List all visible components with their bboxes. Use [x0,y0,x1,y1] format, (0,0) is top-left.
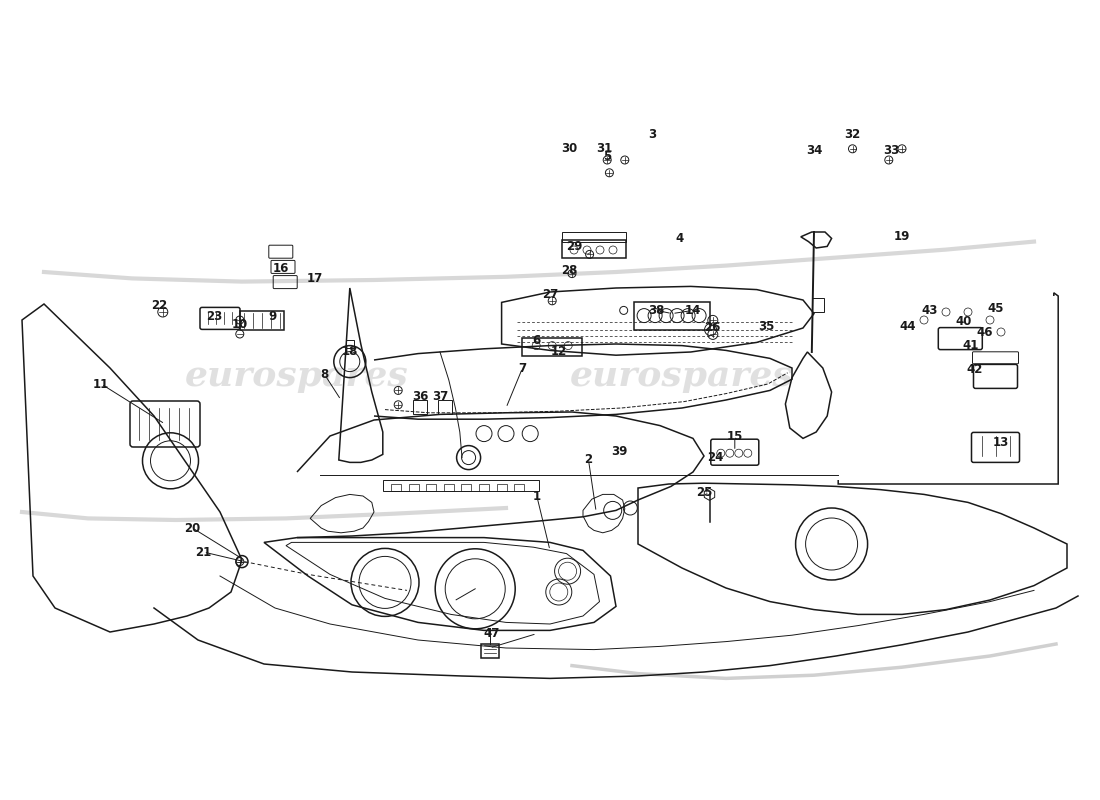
Text: 31: 31 [596,142,612,154]
Text: 37: 37 [432,390,448,402]
Text: 46: 46 [977,326,992,338]
Bar [408,484,419,491]
Bar [240,311,284,330]
Text: 43: 43 [922,304,937,317]
Bar [443,484,454,491]
Text: 21: 21 [196,546,211,558]
Text: 29: 29 [566,240,582,253]
Text: 38: 38 [649,304,664,317]
Text: 15: 15 [727,430,742,442]
Text: 44: 44 [900,320,915,333]
Text: 18: 18 [342,346,358,358]
Text: 42: 42 [967,363,982,376]
Text: eurospares: eurospares [570,359,794,393]
Bar [496,484,507,491]
Text: 13: 13 [993,436,1009,449]
Bar [438,400,451,414]
Text: eurospares: eurospares [185,359,409,393]
Text: 34: 34 [806,144,822,157]
Text: 22: 22 [152,299,167,312]
Text: 40: 40 [956,315,971,328]
Text: 17: 17 [307,272,322,285]
Text: 5: 5 [603,150,612,162]
Text: 35: 35 [759,320,774,333]
Text: 6: 6 [532,334,541,346]
Text: 12: 12 [551,346,566,358]
Text: 20: 20 [185,522,200,534]
Text: 7: 7 [518,362,527,374]
Text: 39: 39 [612,446,627,458]
Text: 27: 27 [542,288,558,301]
Bar [634,302,711,330]
Text: 4: 4 [675,232,684,245]
Text: 32: 32 [845,128,860,141]
Text: 8: 8 [320,368,329,381]
Bar [345,339,354,347]
Text: 2: 2 [584,454,593,466]
Text: 3: 3 [648,128,657,141]
Bar [813,298,824,312]
Bar [383,480,539,491]
Text: 11: 11 [94,378,109,390]
Text: 23: 23 [207,310,222,322]
Bar [461,484,472,491]
Bar [562,232,626,242]
Text: 30: 30 [562,142,578,154]
Text: 47: 47 [484,627,499,640]
Bar [522,338,582,355]
Text: 25: 25 [696,486,712,498]
Text: 10: 10 [232,318,248,330]
Text: 26: 26 [705,322,720,334]
Text: 24: 24 [707,451,723,464]
Bar [481,644,498,658]
Bar [426,484,437,491]
Bar [562,240,626,258]
Bar [478,484,490,491]
Text: 9: 9 [268,310,277,322]
Bar [514,484,525,491]
Text: 19: 19 [894,230,910,242]
Text: 41: 41 [962,339,978,352]
Bar [414,400,427,414]
Text: 36: 36 [412,390,428,402]
Text: 45: 45 [988,302,1003,314]
Text: 16: 16 [273,262,288,274]
Text: 28: 28 [562,264,578,277]
Bar [390,484,402,491]
Text: 14: 14 [685,304,701,317]
Text: 1: 1 [532,490,541,502]
Text: 33: 33 [883,144,899,157]
